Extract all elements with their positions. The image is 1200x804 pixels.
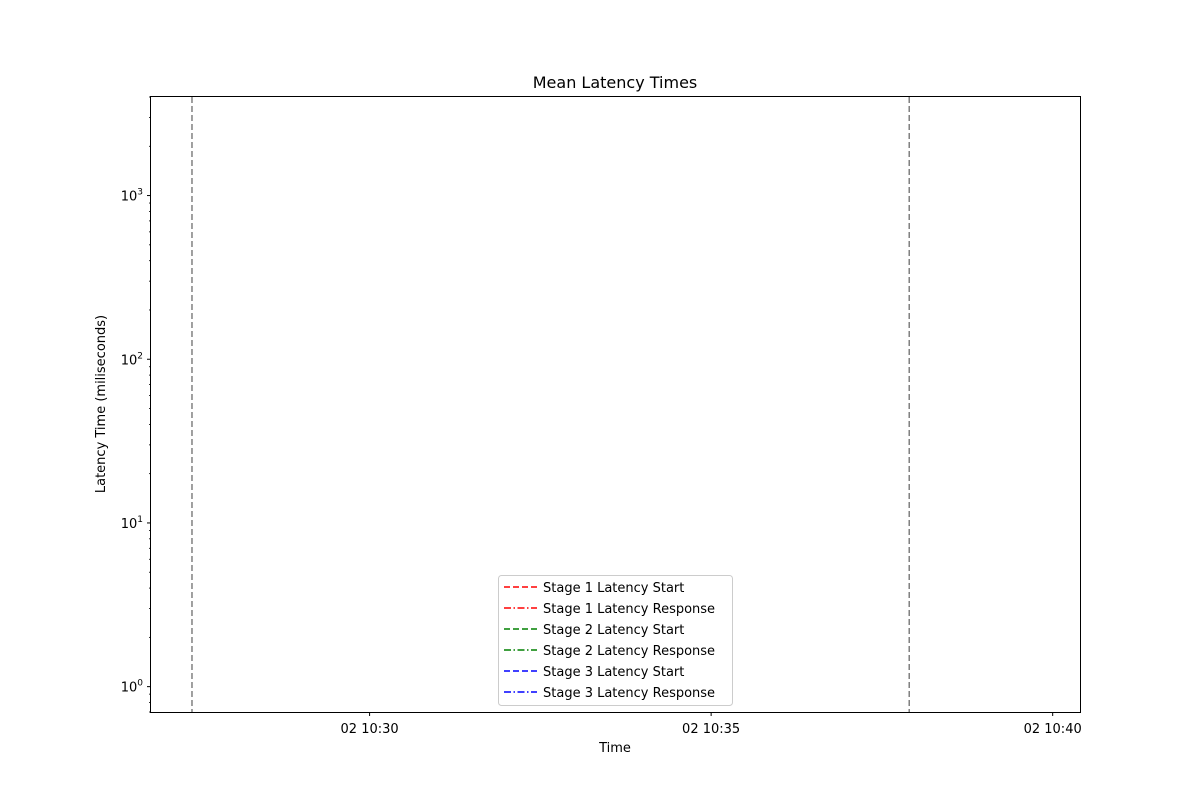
vertical-lines-layer (191, 97, 910, 712)
legend-box (498, 575, 733, 706)
y-tick-label: 102 (121, 351, 143, 368)
legend-label: Stage 1 Latency Response (543, 602, 715, 617)
x-ticks-layer: 02 10:30 02 10:35 02 10:40 (341, 712, 1082, 737)
y-tick-label: 103 (121, 188, 143, 205)
x-tick-label: 02 10:40 (1024, 722, 1082, 737)
x-tick-label: 02 10:35 (682, 722, 740, 737)
y-ticks-layer: 100 101 102 103 (121, 96, 151, 713)
plot-area-frame (150, 96, 1081, 713)
x-tick-label: 02 10:30 (341, 722, 399, 737)
legend-label: Stage 3 Latency Start (543, 665, 684, 680)
y-axis-label: Latency Time (miliseconds) (94, 315, 109, 493)
chart-title: Mean Latency Times (533, 73, 698, 92)
x-axis-label: Time (598, 741, 631, 756)
legend-label: Stage 3 Latency Response (543, 686, 715, 701)
legend-label: Stage 1 Latency Start (543, 581, 684, 596)
legend-label: Stage 2 Latency Response (543, 644, 715, 659)
y-tick-label: 100 (121, 679, 144, 696)
legend-label: Stage 2 Latency Start (543, 623, 684, 638)
legend-items: Stage 1 Latency Start Stage 1 Latency Res… (504, 581, 715, 701)
legend: Stage 1 Latency Start Stage 1 Latency Res… (498, 575, 733, 706)
y-tick-label: 101 (121, 515, 143, 532)
